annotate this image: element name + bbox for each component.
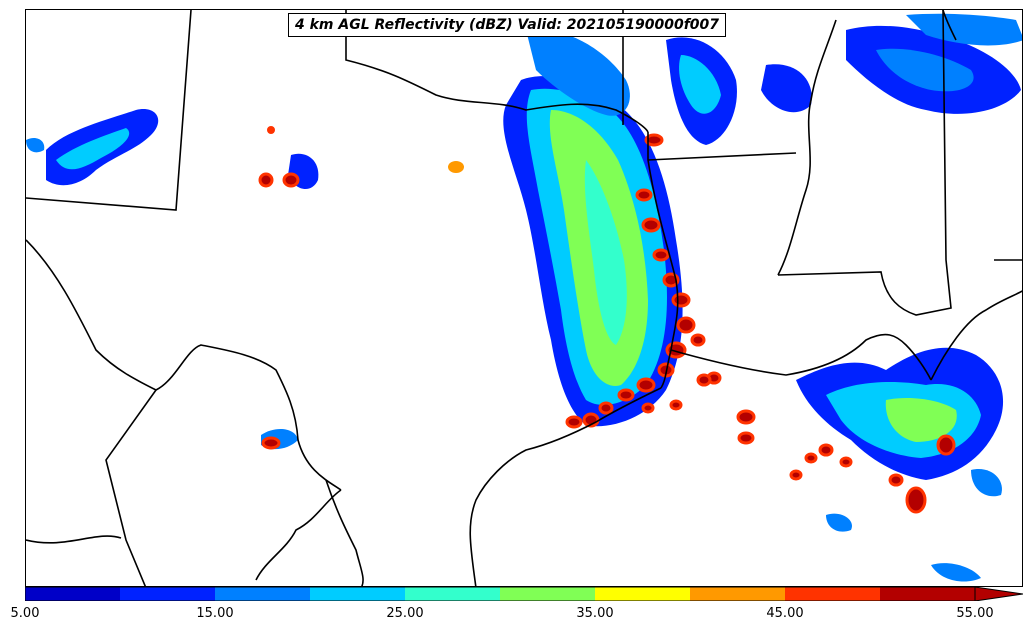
echo-gulf-far-south bbox=[931, 563, 981, 582]
colorbar-segment bbox=[690, 587, 786, 601]
coastline-louisiana bbox=[670, 333, 932, 381]
colorbar-segment bbox=[25, 587, 121, 601]
map-title: 4 km AGL Reflectivity (dBZ) Valid: 20210… bbox=[288, 13, 727, 37]
colorbar-tick-label: 25.00 bbox=[386, 606, 424, 621]
colorbar bbox=[25, 587, 1023, 601]
colorbar-extend-arrow bbox=[974, 587, 1023, 601]
boundary-nm-tx bbox=[26, 10, 192, 211]
boundary-mississippi bbox=[777, 19, 837, 276]
colorbar-segment bbox=[595, 587, 691, 601]
boundary-la-ms bbox=[777, 10, 952, 316]
coastline-texas bbox=[469, 387, 662, 586]
boundary-mex-states-4 bbox=[325, 479, 364, 586]
colorbar-segment bbox=[880, 587, 976, 601]
colorbar-tick-label: 35.00 bbox=[576, 606, 614, 621]
boundary-mex-states-1 bbox=[105, 389, 157, 586]
colorbar-segment bbox=[120, 587, 216, 601]
boundary-ar-la bbox=[647, 152, 797, 161]
echo-se-small bbox=[826, 513, 852, 532]
boundary-red-river bbox=[345, 10, 649, 133]
colorbar-tick-label: 5.00 bbox=[10, 606, 40, 621]
map-panel bbox=[25, 9, 1023, 587]
colorbar-segment bbox=[215, 587, 311, 601]
echo-wtx-cell2-core bbox=[258, 172, 274, 188]
precipitation-echoes bbox=[26, 13, 1022, 582]
gulf-intense-cells bbox=[696, 373, 956, 514]
echo-gulf-south bbox=[971, 469, 1002, 497]
echo-ne-inner bbox=[876, 48, 974, 92]
echo-wtx-small bbox=[267, 126, 275, 134]
boundary-mex-states-3 bbox=[255, 489, 342, 581]
echo-mid-north bbox=[761, 64, 812, 113]
echo-nm-inner bbox=[56, 128, 130, 170]
echo-ne-top bbox=[906, 13, 1022, 46]
echo-gulf-core bbox=[885, 398, 957, 442]
colorbar-tick-label: 45.00 bbox=[766, 606, 804, 621]
political-boundaries bbox=[26, 10, 1022, 586]
echo-sw-cell-core bbox=[261, 436, 281, 450]
colorbar-segment bbox=[785, 587, 881, 601]
boundary-tx-la bbox=[647, 132, 679, 389]
boundary-ms-al bbox=[942, 10, 957, 41]
boundary-mex-states-2 bbox=[26, 535, 122, 544]
echo-north-cluster bbox=[526, 29, 630, 116]
echo-central-small bbox=[448, 161, 464, 173]
echo-north-cluster2-inner bbox=[679, 55, 721, 114]
intense-cells-line bbox=[565, 133, 722, 429]
colorbar-tick-label: 15.00 bbox=[196, 606, 234, 621]
colorbar-tick-label: 55.00 bbox=[956, 606, 994, 621]
colorbar-segment bbox=[310, 587, 406, 601]
colorbar-segment bbox=[500, 587, 596, 601]
echo-wtx-cell-core bbox=[282, 172, 300, 188]
echo-band-main-core2 bbox=[584, 160, 627, 345]
colorbar-segment bbox=[405, 587, 501, 601]
echo-nm-small bbox=[26, 138, 45, 153]
coastline-ms-al bbox=[930, 290, 1022, 381]
reflectivity-map bbox=[26, 10, 1022, 586]
boundary-rio-grande bbox=[26, 239, 342, 491]
